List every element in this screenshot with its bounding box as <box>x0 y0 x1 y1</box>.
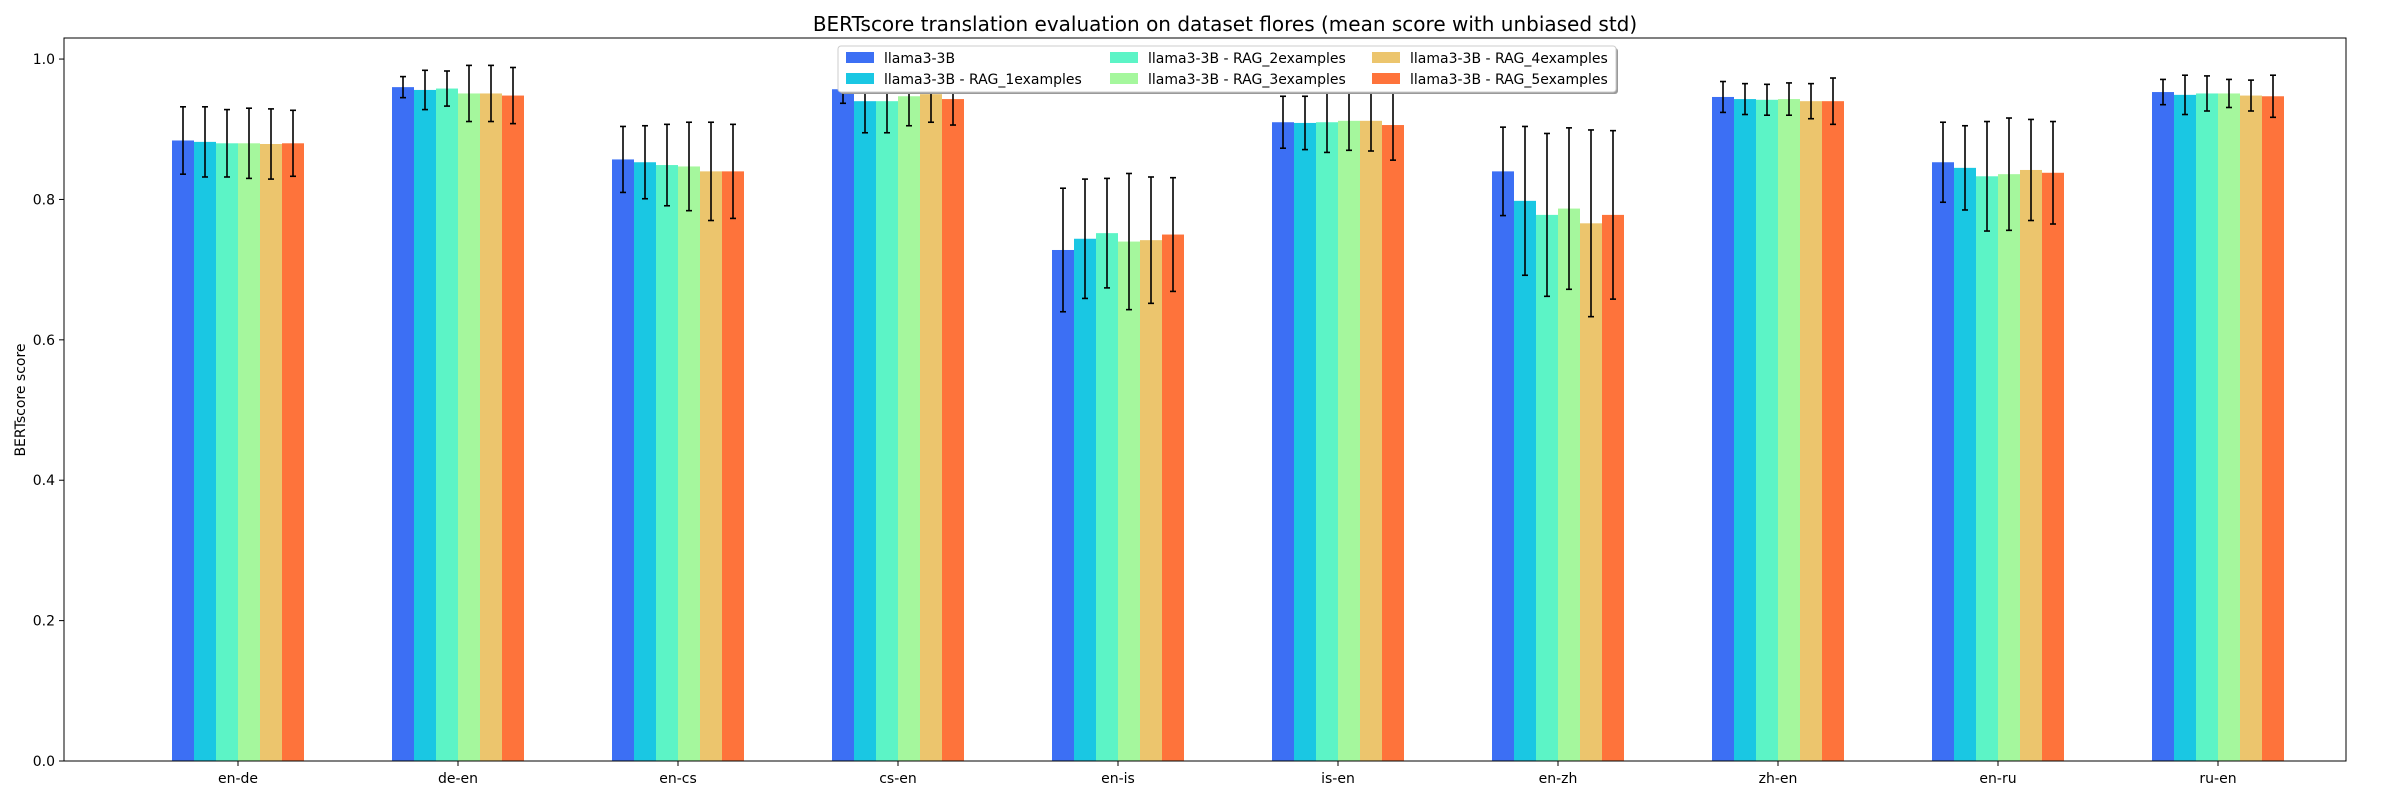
legend-label-3: llama3-3B - RAG_3examples <box>1148 72 1346 88</box>
bar-zh-en-series-3 <box>1778 99 1800 762</box>
bar-de-en-series-5 <box>502 95 524 762</box>
axes-layer: en-de de-en en-cs cs-en en-is is-en en-zh zh-en… <box>33 37 2347 787</box>
legend-label-2: llama3-3B - RAG_2examples <box>1148 51 1346 67</box>
bar-en-zh-series-3 <box>1558 208 1580 761</box>
bar-cs-en-series-2 <box>876 101 898 762</box>
legend-label-0: llama3-3B <box>884 51 955 67</box>
bar-zh-en-series-5 <box>1822 101 1844 762</box>
bar-de-en-series-2 <box>436 88 458 762</box>
x-tick-label-zh-en: zh-en <box>1759 771 1798 787</box>
y-tick-label-0.6: 0.6 <box>33 333 55 349</box>
bar-en-cs-series-4 <box>700 171 722 762</box>
x-tick-label-en-zh: en-zh <box>1539 771 1578 787</box>
bar-is-en-series-0 <box>1272 122 1294 761</box>
legend-swatch-2 <box>1110 52 1138 63</box>
bar-en-is-series-3 <box>1118 241 1140 761</box>
bar-zh-en-series-1 <box>1734 99 1756 762</box>
bar-en-cs-series-0 <box>612 159 634 762</box>
bar-en-de-series-5 <box>282 143 304 761</box>
legend-label-5: llama3-3B - RAG_5examples <box>1410 72 1608 88</box>
y-tick-label-0.0: 0.0 <box>33 754 55 770</box>
bar-is-en-series-1 <box>1294 122 1316 762</box>
x-tick-label-cs-en: cs-en <box>879 771 917 787</box>
legend-label-4: llama3-3B - RAG_4examples <box>1410 51 1608 67</box>
bar-cs-en-series-0 <box>832 89 854 761</box>
bar-cs-en-series-5 <box>942 99 964 762</box>
bar-ru-en-series-3 <box>2218 93 2240 762</box>
y-axis-title: BERTscore score <box>13 343 29 456</box>
x-tick-label-en-cs: en-cs <box>659 771 697 787</box>
bar-en-zh-series-4 <box>1580 223 1602 761</box>
bar-en-zh-series-0 <box>1492 171 1514 762</box>
y-tick-label-0.2: 0.2 <box>33 614 55 630</box>
bar-de-en-series-1 <box>414 89 436 762</box>
bar-is-en-series-2 <box>1316 122 1338 761</box>
bar-de-en-series-0 <box>392 87 414 761</box>
y-tick-label-0.8: 0.8 <box>33 192 55 208</box>
bar-ru-en-series-1 <box>2174 94 2196 761</box>
bar-ru-en-series-0 <box>2152 92 2174 762</box>
bar-cs-en-series-1 <box>854 101 876 762</box>
bar-en-is-series-5 <box>1162 234 1184 761</box>
bar-en-is-series-0 <box>1052 249 1074 762</box>
bar-de-en-series-3 <box>458 93 480 762</box>
legend-swatch-0 <box>846 52 874 63</box>
y-tick-label-0.4: 0.4 <box>33 473 55 489</box>
x-tick-label-en-is: en-is <box>1101 771 1135 787</box>
bar-en-zh-series-1 <box>1514 200 1536 762</box>
error-bars-layer <box>180 64 2276 318</box>
legend-swatch-5 <box>1372 73 1400 84</box>
x-tick-label-is-en: is-en <box>1321 771 1355 787</box>
bar-zh-en-series-4 <box>1800 101 1822 762</box>
bar-cs-en-series-4 <box>920 94 942 762</box>
bar-de-en-series-4 <box>480 93 502 762</box>
bar-en-cs-series-3 <box>678 166 700 762</box>
legend-swatch-1 <box>846 73 874 84</box>
bar-en-is-series-1 <box>1074 238 1096 761</box>
legend-label-1: llama3-3B - RAG_1examples <box>884 72 1082 88</box>
legend-swatch-3 <box>1110 73 1138 84</box>
bar-en-ru-series-5 <box>2042 172 2064 761</box>
bar-zh-en-series-0 <box>1712 96 1734 761</box>
bar-en-ru-series-1 <box>1954 167 1976 761</box>
bar-en-de-series-2 <box>216 143 238 761</box>
bar-zh-en-series-2 <box>1756 99 1778 761</box>
legend: llama3-3B llama3-3B - RAG_1examples llama3… <box>837 45 1618 94</box>
bar-en-zh-series-5 <box>1602 214 1624 762</box>
x-tick-label-ru-en: ru-en <box>2199 771 2236 787</box>
x-tick-label-en-ru: en-ru <box>1979 771 2016 787</box>
bars-layer <box>172 87 2284 762</box>
legend-swatch-4 <box>1372 52 1400 63</box>
bar-en-ru-series-0 <box>1932 162 1954 762</box>
bar-en-de-series-3 <box>238 143 260 761</box>
bar-en-is-series-4 <box>1140 240 1162 761</box>
bar-en-de-series-1 <box>194 141 216 761</box>
bar-is-en-series-4 <box>1360 120 1382 762</box>
bar-en-is-series-2 <box>1096 233 1118 762</box>
plot-frame <box>63 37 2347 762</box>
bar-en-cs-series-2 <box>656 165 678 761</box>
bar-en-ru-series-2 <box>1976 176 1998 761</box>
bar-is-en-series-5 <box>1382 125 1404 762</box>
bar-is-en-series-3 <box>1338 120 1360 762</box>
x-tick-label-de-en: de-en <box>438 771 478 787</box>
chart-title: BERTscore translation evaluation on data… <box>813 12 1637 36</box>
bar-cs-en-series-3 <box>898 96 920 761</box>
bar-ru-en-series-4 <box>2240 95 2262 762</box>
bar-en-ru-series-3 <box>1998 174 2020 761</box>
bar-en-cs-series-5 <box>722 171 744 762</box>
bar-ru-en-series-2 <box>2196 93 2218 762</box>
bar-en-de-series-4 <box>260 143 282 761</box>
bar-en-ru-series-4 <box>2020 169 2042 762</box>
legend-box <box>837 45 1617 93</box>
bar-en-zh-series-2 <box>1536 214 1558 762</box>
bar-en-cs-series-1 <box>634 162 656 762</box>
bar-ru-en-series-5 <box>2262 96 2284 761</box>
bar-en-de-series-0 <box>172 140 194 761</box>
y-tick-label-1.0: 1.0 <box>33 52 55 68</box>
x-tick-label-en-de: en-de <box>218 771 258 787</box>
